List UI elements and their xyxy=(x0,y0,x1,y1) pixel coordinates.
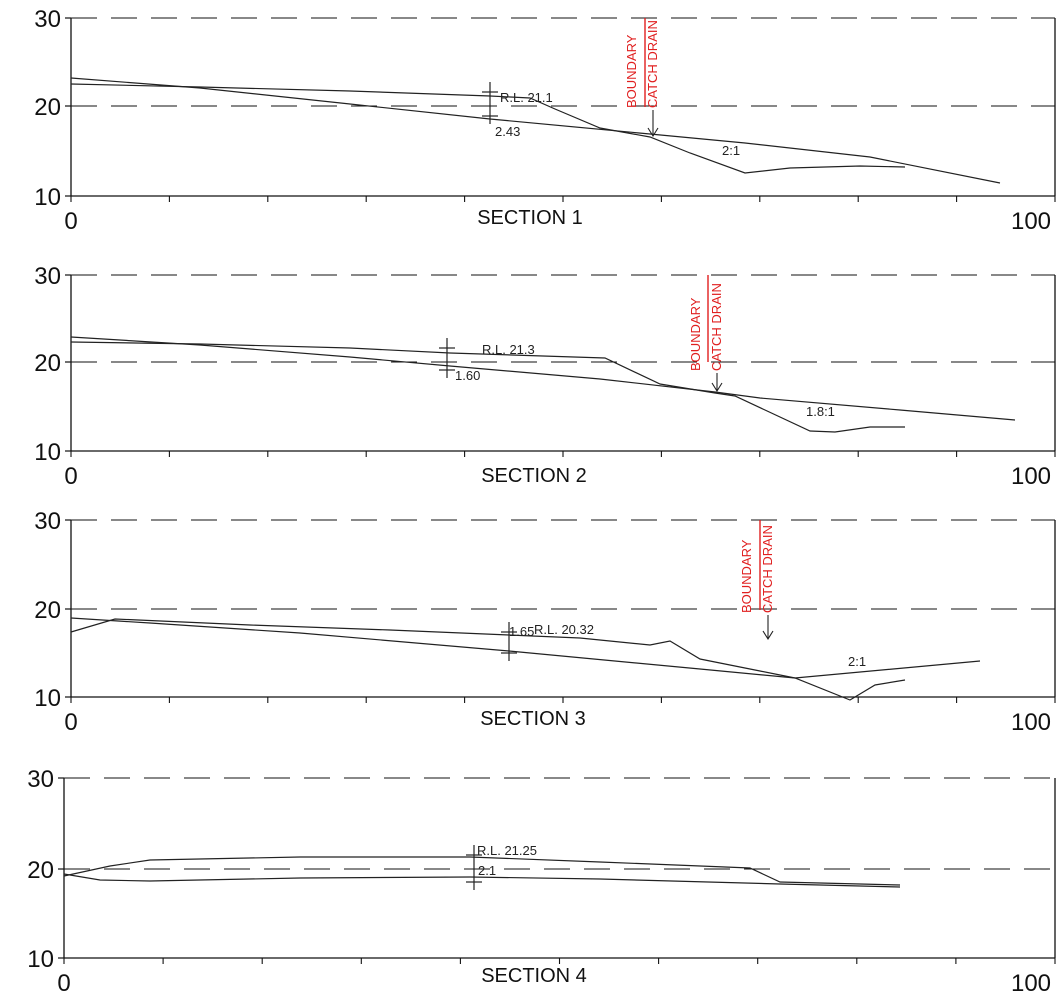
x-tick-label: 100 xyxy=(1011,208,1051,235)
y-tick-label: 20 xyxy=(34,597,61,624)
arrow-head-icon xyxy=(647,127,659,138)
section-title: SECTION 2 xyxy=(481,465,587,487)
slope-label: 1.8:1 xyxy=(806,404,835,419)
boundary-label: BOUNDARY xyxy=(624,34,639,108)
x-tick-label: 0 xyxy=(57,970,70,997)
y-tick-label: 10 xyxy=(34,184,61,211)
y-tick-label: 30 xyxy=(34,508,61,535)
depth-label: 1.65 xyxy=(509,624,534,639)
section-1-panel: 30 20 100 100 SECTION 1 R.L. 21.1 2.43 2:1 BOUND… xyxy=(34,6,1056,235)
y-tick-label: 30 xyxy=(34,6,61,33)
boundary-label: BOUNDARY xyxy=(739,539,754,613)
section-3-panel: 30 20 100 100 SECTION 3 R.L. 20.321.65 2:1 BOUN… xyxy=(34,508,1056,736)
depth-label: 1.60 xyxy=(455,368,480,383)
design-profile-line xyxy=(70,341,905,433)
arrow-head-icon xyxy=(762,630,774,641)
rl-label: R.L. 21.3 xyxy=(482,342,535,357)
depth-label: 2.43 xyxy=(495,124,520,139)
section-4-panel: 30 20 100 100 SECTION 4 R.L. 21.25 2.1 xyxy=(27,766,1056,997)
x-tick-label: 100 xyxy=(1011,709,1051,736)
catch-drain-label: CATCH DRAIN xyxy=(760,525,775,613)
slope-label: 2:1 xyxy=(848,654,866,669)
section-title: SECTION 4 xyxy=(481,965,587,987)
existing-ground-line xyxy=(70,336,1016,421)
y-tick-label: 20 xyxy=(27,857,54,884)
design-profile-line xyxy=(70,618,906,701)
design-profile-line xyxy=(70,83,906,174)
x-tick-label: 100 xyxy=(1011,463,1051,490)
section-title: SECTION 3 xyxy=(480,708,586,730)
section-title: SECTION 1 xyxy=(477,207,583,229)
y-tick-label: 20 xyxy=(34,94,61,121)
y-tick-label: 20 xyxy=(34,350,61,377)
x-tick-label: 0 xyxy=(64,709,77,736)
x-tick-label: 0 xyxy=(64,208,77,235)
arrow-head-icon xyxy=(711,382,723,393)
existing-ground-line xyxy=(70,77,1001,184)
boundary-label: BOUNDARY xyxy=(688,297,703,371)
y-tick-label: 30 xyxy=(34,263,61,290)
x-tick-label: 0 xyxy=(64,463,77,490)
x-tick-label: 100 xyxy=(1011,970,1051,997)
design-profile-line xyxy=(63,856,901,886)
y-tick-label: 10 xyxy=(34,685,61,712)
depth-label: 2.1 xyxy=(478,863,496,878)
y-tick-label: 10 xyxy=(27,946,54,973)
y-tick-label: 30 xyxy=(27,766,54,793)
rl-label: R.L. 21.25 xyxy=(477,843,537,858)
slope-label: 2:1 xyxy=(722,143,740,158)
rl-label: R.L. 20.32 xyxy=(534,622,594,637)
rl-label: R.L. 21.1 xyxy=(500,90,553,105)
catch-drain-label: CATCH DRAIN xyxy=(645,20,660,108)
y-tick-label: 10 xyxy=(34,439,61,466)
catch-drain-label: CATCH DRAIN xyxy=(709,283,724,371)
section-2-panel: 30 20 100 100 SECTION 2 R.L. 21.31.60 1.8:1 BOU… xyxy=(34,263,1056,490)
existing-ground-line xyxy=(63,873,901,888)
